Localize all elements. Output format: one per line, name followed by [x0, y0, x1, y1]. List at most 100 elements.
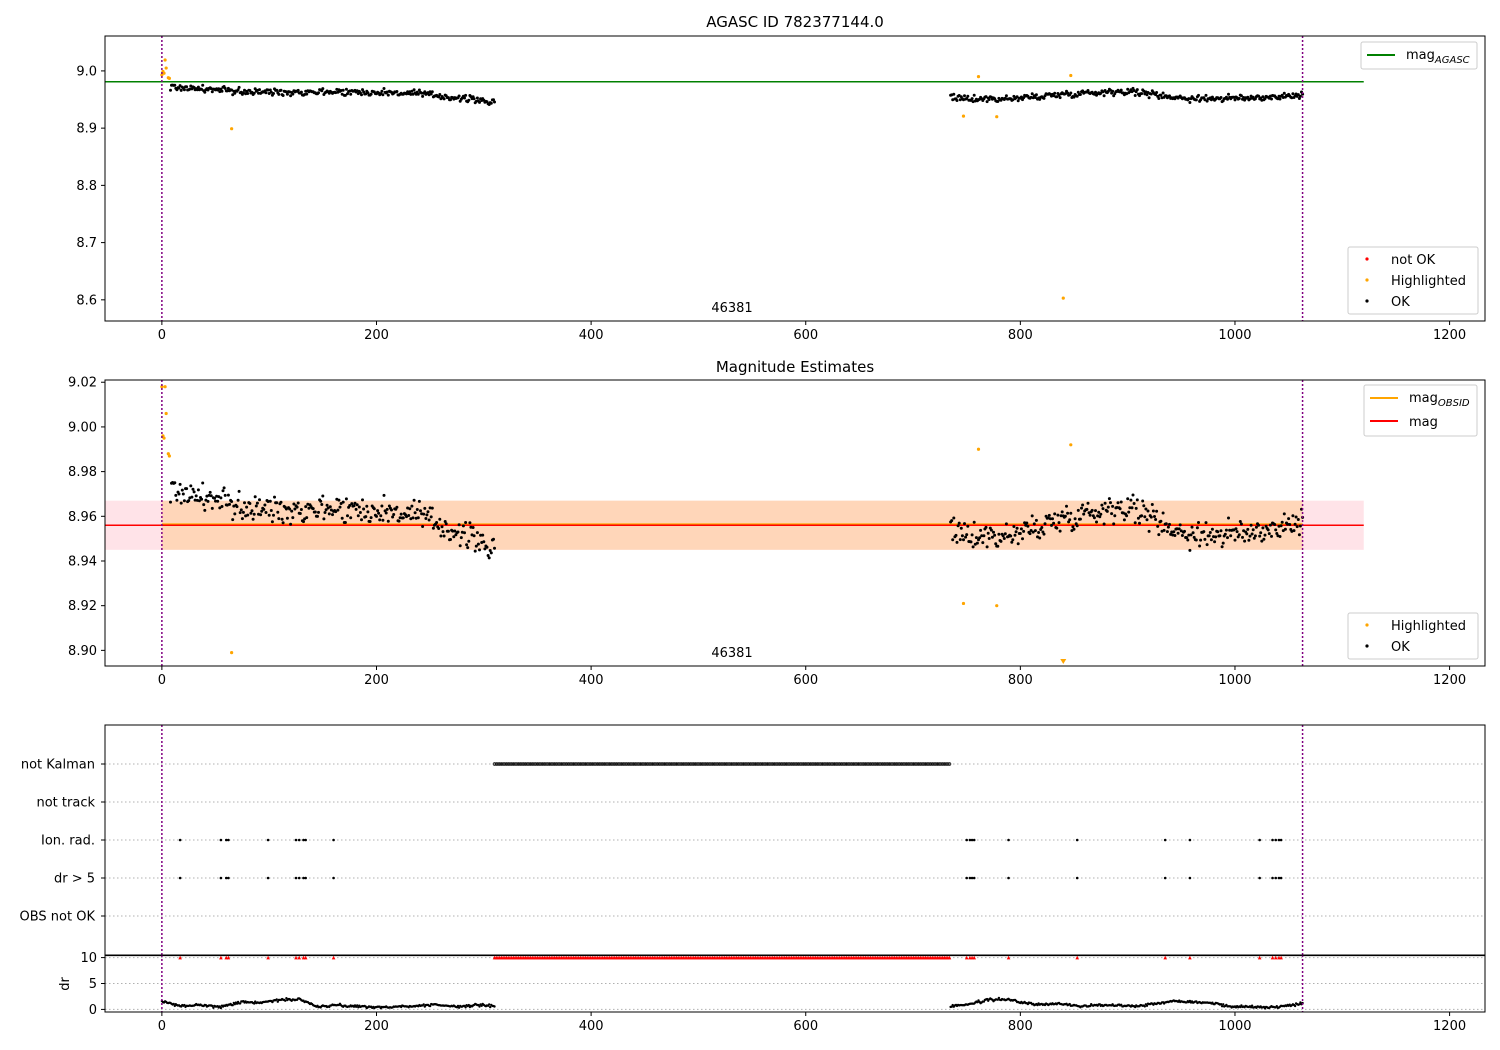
- panel-magnitude-point-ok: [221, 489, 225, 493]
- panel-magnitude-point-ok: [1292, 529, 1296, 533]
- panel-agasc-point-ok: [1140, 92, 1144, 96]
- panel-flags-marker: [588, 762, 593, 766]
- panel-magnitude-point-ok: [1059, 514, 1063, 518]
- panel-agasc-point-ok: [1298, 94, 1302, 98]
- legend-line-label-obsid: magOBSID: [1409, 391, 1470, 409]
- panel-magnitude-point-ok: [426, 510, 430, 514]
- panel-flags-marker: [906, 762, 911, 766]
- panel-agasc-point-ok: [438, 93, 442, 96]
- panel-flags-marker: [733, 762, 737, 766]
- panel-magnitude-point-ok: [235, 505, 239, 509]
- panel-flags-marker: [789, 762, 794, 766]
- panel-flags-marker: [868, 762, 873, 766]
- panel-magnitude-point-ok: [277, 517, 281, 521]
- panel-magnitude-point-ok: [965, 533, 969, 537]
- panel-magnitude-point-ok: [1055, 526, 1059, 530]
- panel-flags-marker: [834, 762, 838, 766]
- panel-agasc-point-ok: [291, 92, 295, 96]
- panel-magnitude-plot: 9.02 9.00 8.98 8.96 8.94 8.92 8.90 0 200 400 600 80…: [68, 376, 1466, 688]
- panel-magnitude-obsid-label: 46381: [711, 646, 752, 661]
- panel-flags-marker: [496, 762, 500, 766]
- panel-magnitude-point-ok: [381, 518, 385, 522]
- panel-flags-marker: [712, 762, 717, 766]
- panel-flags-marker: [564, 762, 569, 766]
- panel-magnitude-point-ok: [391, 515, 395, 519]
- panel-magnitude-point-ok: [416, 516, 420, 520]
- panel-flags-marker: [1279, 876, 1283, 880]
- panel-flags-marker: [770, 762, 775, 766]
- panel-magnitude-point-ok: [1295, 525, 1299, 529]
- panel-magnitude-point-ok: [466, 546, 470, 550]
- legend-marker-ok: [1365, 299, 1369, 303]
- legend-label-highlighted: Highlighted: [1391, 619, 1466, 634]
- panel-magnitude-point-ok: [485, 545, 489, 549]
- panel-flags-marker: [609, 762, 614, 766]
- panel-magnitude-point-ok: [366, 510, 370, 514]
- panel-magnitude-point-ok: [377, 511, 381, 515]
- panel-flags-marker: [659, 762, 663, 766]
- panel-flags-marker: [521, 762, 526, 766]
- panel-magnitude-point-ok: [979, 528, 983, 532]
- panel-magnitude-point-ok: [963, 522, 966, 526]
- panel-magnitude-point-ok: [1185, 536, 1189, 540]
- panel-flags-marker: [509, 762, 514, 766]
- panel-flags-marker: [870, 762, 875, 766]
- panel-magnitude-point-ok: [478, 548, 481, 552]
- panel-agasc-point-ok: [343, 93, 347, 97]
- panel-magnitude-point-ok: [1175, 527, 1179, 531]
- panel-flags-marker: [178, 838, 182, 842]
- panel-flags-marker: [709, 762, 713, 766]
- panel-agasc-point-ok: [1111, 89, 1115, 93]
- panel-flags-marker: [942, 762, 947, 766]
- panel-flags-marker: [700, 762, 705, 766]
- panel-magnitude-ytick-label: 8.90: [68, 644, 97, 659]
- panel-dr-point: [428, 1004, 432, 1008]
- panel-flags-marker: [503, 762, 507, 766]
- panel-magnitude-point-ok: [1105, 509, 1109, 513]
- panel-magnitude-point-ok: [241, 510, 245, 514]
- panel-magnitude-point-ok: [1023, 521, 1027, 525]
- panel-flags-marker: [1075, 876, 1079, 880]
- panel-flags-marker: [947, 762, 952, 766]
- panel-magnitude-point-ok: [1106, 505, 1110, 509]
- panel-magnitude-point-ok: [349, 516, 353, 520]
- panel-flags-marker: [540, 762, 545, 766]
- panel-dr-point: [1219, 1003, 1223, 1006]
- panel-magnitude-point-ok: [1198, 544, 1202, 548]
- panel-magnitude-point-ok: [313, 510, 317, 514]
- panel-magnitude-legend-points: Highlighted OK: [1347, 612, 1479, 660]
- panel-agasc-point-ok: [220, 89, 224, 93]
- panel-dr-point: [478, 1005, 481, 1008]
- panel-magnitude-point-ok: [411, 516, 415, 520]
- panel-flags-marker: [839, 762, 844, 766]
- panel-magnitude-point-ok: [429, 515, 433, 519]
- panel-magnitude-point-ok: [1199, 538, 1203, 542]
- panel-magnitude-point-ok: [987, 537, 991, 540]
- panel-magnitude-point-ok: [209, 494, 213, 498]
- panel-flags-row-label: Ion. rad.: [41, 834, 95, 849]
- panel-magnitude-point-ok: [1194, 538, 1198, 542]
- panel-agasc-point-ok: [253, 87, 257, 91]
- panel-magnitude-point-ok: [1118, 507, 1122, 511]
- panel-flags-marker: [542, 762, 547, 766]
- panel-agasc-point-ok: [1126, 87, 1130, 91]
- panel-magnitude-point-ok: [422, 512, 426, 516]
- panel-agasc-point-ok: [1055, 95, 1059, 99]
- panel-magnitude-point-ok: [1187, 533, 1191, 537]
- panel-magnitude-point-ok: [307, 506, 311, 510]
- panel-flags-marker: [743, 762, 747, 766]
- panel-flags-marker: [815, 762, 820, 766]
- panel-magnitude-point-ok: [200, 497, 204, 501]
- panel-magnitude-point-ok: [472, 534, 476, 538]
- panel-flags-marker: [304, 876, 307, 880]
- panel-agasc-xtick-label: 200: [364, 328, 389, 343]
- panel-agasc-point-ok: [248, 89, 252, 92]
- panel-agasc-point-ok: [475, 96, 479, 100]
- panel-dr-frame: [104, 954, 1486, 1013]
- panel-magnitude-point-ok: [1252, 536, 1256, 540]
- panel-agasc-point-highlighted: [995, 115, 999, 119]
- panel-magnitude-point-ok: [1153, 515, 1156, 518]
- panel-flags-marker: [302, 876, 305, 880]
- panel-agasc-point-ok: [305, 92, 309, 96]
- panel-magnitude-point-ok: [185, 487, 189, 491]
